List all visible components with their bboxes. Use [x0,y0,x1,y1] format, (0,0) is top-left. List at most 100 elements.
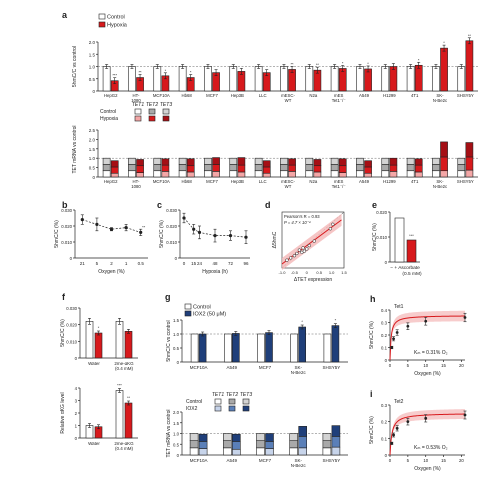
a-bottom-bar-hypoxia-tet1 [389,171,398,178]
a-bottom-bar-hypoxia-tet2 [440,156,448,172]
a-bottom-y-tick-label: 1.0 [89,156,96,161]
a-bottom-bar-control-tet1 [330,170,339,178]
g-bottom-bar-iox2-tet2 [232,441,241,450]
g-bottom-bar-control-tet3 [289,433,299,441]
d-y-label: Δ5hmC [272,231,278,248]
a-bottom-bar-hypoxia-tet3 [465,142,474,158]
g-bottom-bar-control-tet1 [223,447,232,456]
g-bottom-bar-iox2-tet3 [198,433,208,442]
g-bottom-bar-control-tet3 [322,433,332,441]
e-y-label: 5hmC/C (%) [372,223,378,251]
g-legend-swatch-control [184,303,192,310]
a-top-significance: * [342,60,344,65]
a-bottom-bar-control-tet1 [102,170,111,178]
a-bottom-bar-control-tet1 [204,170,212,178]
a-bottom-bar-control-tet1 [153,170,162,178]
a-bottom-bar-hypoxia-tet3 [161,158,170,166]
a-bottom-bar-control-tet2 [102,164,111,172]
a-bottom-bar-hypoxia-tet3 [186,158,195,167]
g-bottom-bar-iox2-tet1 [265,448,274,456]
h-x-tick-label: 0 [389,363,392,368]
e-y-tick-label: 0.020 [376,210,387,215]
a-bottom-category-label: SHSY5Y [457,179,474,184]
a-top-category-label: MCF7 [206,93,218,98]
a-top-significance: ** [316,62,320,67]
h-fit-curve [389,315,466,361]
a-top-significance: ** [290,61,294,66]
f-bottom-bar-hypoxia [124,402,133,439]
f-bottom-bar-control [115,390,124,439]
a-bottom-bar-hypoxia-tet3 [212,157,220,165]
a-bottom-bar-hypoxia-tet1 [186,171,195,178]
a-bottom-y-tick-label: 2.0 [89,137,96,142]
f-top-y-tick-label: 0.030 [66,306,77,311]
i-data-point [463,413,467,417]
e-significance: *** [409,233,414,238]
a-bottom-y-tick-label: 0 [92,175,95,180]
a-top-category-label: mES [334,93,343,98]
panel-label-e: e [372,200,377,210]
a-top-significance: *** [112,73,117,78]
panel-label-g: g [165,292,171,302]
g-bottom-y-label: TET mRNA vs control [166,410,172,458]
b-x-tick-label: 5 [96,261,99,266]
g-bottom-bar-control-tet3 [256,433,265,441]
a-bottom-bar-hypoxia-tet2 [465,156,474,171]
f-top-category-label: (0.4 mM) [115,366,134,371]
a-bottom-bar-hypoxia-tet1 [136,172,144,178]
a-bottom-bar-control-tet1 [457,170,466,178]
g-bottom-category-label: MCF10A [190,458,208,463]
h-x-label: Oxygen (%) [414,371,441,377]
h-data-point [463,316,467,319]
panel-label-i: i [370,389,373,399]
g-top-bar-control [323,333,332,363]
a-bottom-category-label: H1299 [383,179,396,184]
a-bottom-bar-hypoxia-tet2 [161,164,170,172]
a-bottom-bar-control-tet2 [128,164,136,172]
a-bottom-bar-hypoxia-tet3 [288,158,296,166]
a-bottom-bar-hypoxia-tet2 [364,166,372,174]
a-bottom-legend-row-label: Hypoxia [100,116,118,122]
d-x-tick-label: 1.5 [341,270,347,275]
a-bottom-bar-hypoxia-tet2 [110,166,119,174]
b-y-tick-label: 0.030 [61,208,72,213]
d-data-point [305,247,309,251]
f-bottom-y-tick-label: 4 [75,386,78,391]
g-legend-label-control: Control [193,305,211,311]
h-x-tick-label: 10 [423,363,428,368]
c-y-tick-label: 0.010 [166,240,177,245]
a-top-bar-control [381,66,390,92]
a-top-significance: * [165,68,167,73]
a-top-bar-hypoxia [440,47,448,92]
b-x-tick-label: 0.5 [138,261,145,266]
i-x-tick-label: 15 [441,458,446,463]
d-data-point [292,254,297,258]
a-bottom-bar-hypoxia-tet3 [313,159,322,167]
b-significance: ** [142,224,146,229]
panel-label-b: b [62,200,68,210]
d-fit-line [281,219,342,265]
f-top-bar-control [85,321,94,359]
g-bottom-y-tick-label: 0 [177,453,180,458]
a-bottom-legend-header: TET1 [132,102,144,108]
b-x-tick-label: 1 [125,261,128,266]
f-bottom-y-tick-label: 2 [75,411,78,416]
f-bottom-category-label: Water [88,441,100,446]
a-top-category-label: N-Be2c [433,98,448,103]
a-top-y-label: 5hmC/C vs control [72,46,78,87]
g-bottom-bar-iox2-tet1 [198,448,208,456]
f-bottom-category-label: 2me-αKG [114,441,134,446]
g-top-bar-iox2 [331,325,340,363]
g-top-category-label: MCF7 [259,365,272,370]
c-x-tick-label: 15 [191,261,197,266]
h-y-label: 5hmC/C (%) [369,321,375,349]
g-bottom-legend-swatch [228,405,236,412]
a-bottom-bar-control-tet3 [432,157,440,165]
g-bottom-bar-iox2-tet1 [232,448,241,456]
a-bottom-category-label: N-Be2c [433,184,448,189]
panel-label-c: c [157,200,162,210]
g-legend-swatch-iox2 [184,310,192,317]
g-bottom-legend-row-label: IOX2 [186,406,198,412]
a-bottom-bar-hypoxia-tet1 [313,171,322,178]
d-data-point [295,251,299,256]
